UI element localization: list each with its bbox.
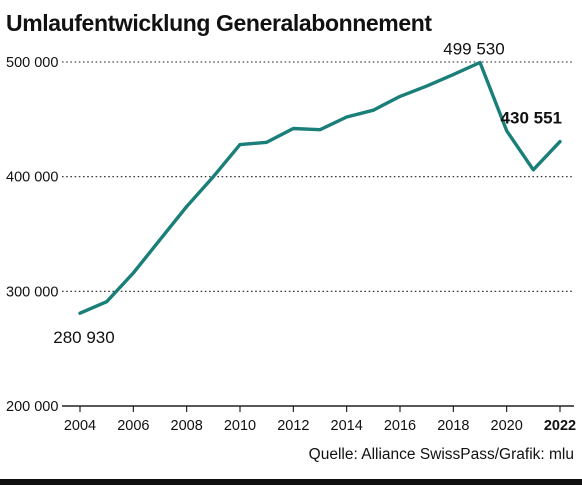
bottom-rule <box>0 479 582 485</box>
data-label: 280 930 <box>53 328 114 347</box>
x-tick-label: 2012 <box>277 418 309 434</box>
y-tick-label: 500 000 <box>6 55 58 71</box>
y-tick-label: 300 000 <box>6 284 58 300</box>
chart-title: Umlaufentwicklung Generalabonnement <box>6 10 432 36</box>
data-label: 430 551 <box>501 109 562 128</box>
y-tick-label: 400 000 <box>6 170 58 186</box>
x-tick-label: 2022 <box>544 418 576 434</box>
x-tick-label: 2014 <box>331 418 363 434</box>
x-tick-label: 2020 <box>491 418 523 434</box>
data-label: 499 530 <box>443 40 504 59</box>
series-line <box>78 60 562 315</box>
x-tick-label: 2006 <box>117 418 149 434</box>
y-tick-label: 200 000 <box>6 399 58 415</box>
x-tick-label: 2010 <box>224 418 256 434</box>
source-credit: Quelle: Alliance SwissPass/Grafik: mlu <box>308 446 574 463</box>
x-tick-label: 2018 <box>437 418 469 434</box>
x-tick-label: 2008 <box>171 418 203 434</box>
x-tick-label: 2004 <box>64 418 96 434</box>
x-tick-label: 2016 <box>384 418 416 434</box>
